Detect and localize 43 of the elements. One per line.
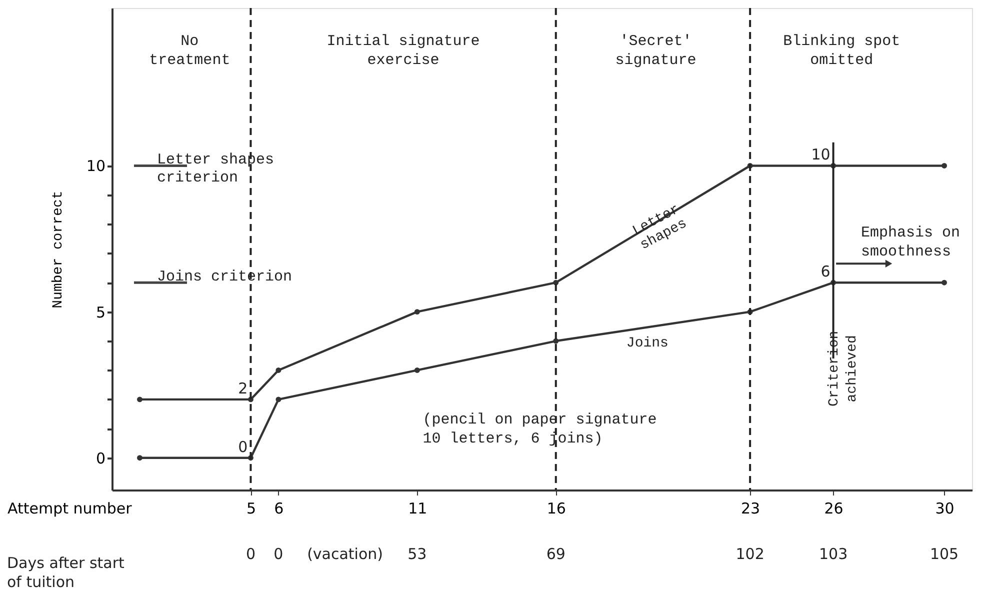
x-tick-label: 30 — [935, 500, 954, 518]
x-tick-label: 11 — [408, 500, 428, 518]
point — [414, 309, 420, 315]
annotation: Emphasis on smoothness — [861, 224, 960, 260]
annotation: (pencil on paper signature 10 letters, 6 joins) — [422, 411, 657, 448]
point — [276, 396, 282, 402]
data-label: 6 — [820, 262, 830, 281]
text: 53 — [408, 545, 427, 563]
annotation: Initial signature exercise — [326, 33, 480, 70]
point — [414, 367, 420, 373]
point — [942, 280, 947, 286]
text: (vacation) — [307, 545, 384, 563]
point — [942, 163, 947, 168]
text: 0 — [246, 545, 256, 563]
ref-line-label: Joins criterion — [157, 268, 292, 286]
text: 105 — [930, 545, 959, 563]
y-tick-label: 0 — [96, 449, 106, 468]
text: Days after start of tuition — [7, 554, 125, 591]
annotation: 'Secret' signature — [615, 33, 696, 70]
x-tick-label: 5 — [246, 500, 256, 518]
text: 103 — [818, 545, 848, 563]
x-tick-label: 16 — [546, 500, 566, 518]
y-tick-label: 5 — [96, 303, 106, 322]
point — [137, 455, 142, 461]
point — [553, 338, 559, 344]
annotation: No treatment — [149, 33, 230, 70]
y-tick-label: 10 — [86, 157, 106, 176]
x-tick-label: 23 — [741, 500, 760, 518]
text: 102 — [736, 545, 764, 563]
data-label: 10 — [811, 146, 830, 164]
x-tick-label: 26 — [824, 500, 844, 518]
x-axis-title: Attempt number — [8, 500, 133, 518]
text: 0 — [274, 545, 284, 563]
y-axis-title: Number correct — [50, 190, 66, 308]
series-label: Joins — [626, 335, 668, 352]
point — [137, 396, 142, 402]
text: 69 — [546, 545, 566, 563]
data-label: 2 — [238, 379, 248, 398]
ref-line-label: Letter shapes criterion — [157, 152, 274, 187]
data-label: 0 — [238, 438, 248, 456]
point — [276, 367, 282, 373]
annotation: Blinking spot omitted — [783, 33, 900, 70]
x-tick-label: 6 — [274, 500, 284, 518]
